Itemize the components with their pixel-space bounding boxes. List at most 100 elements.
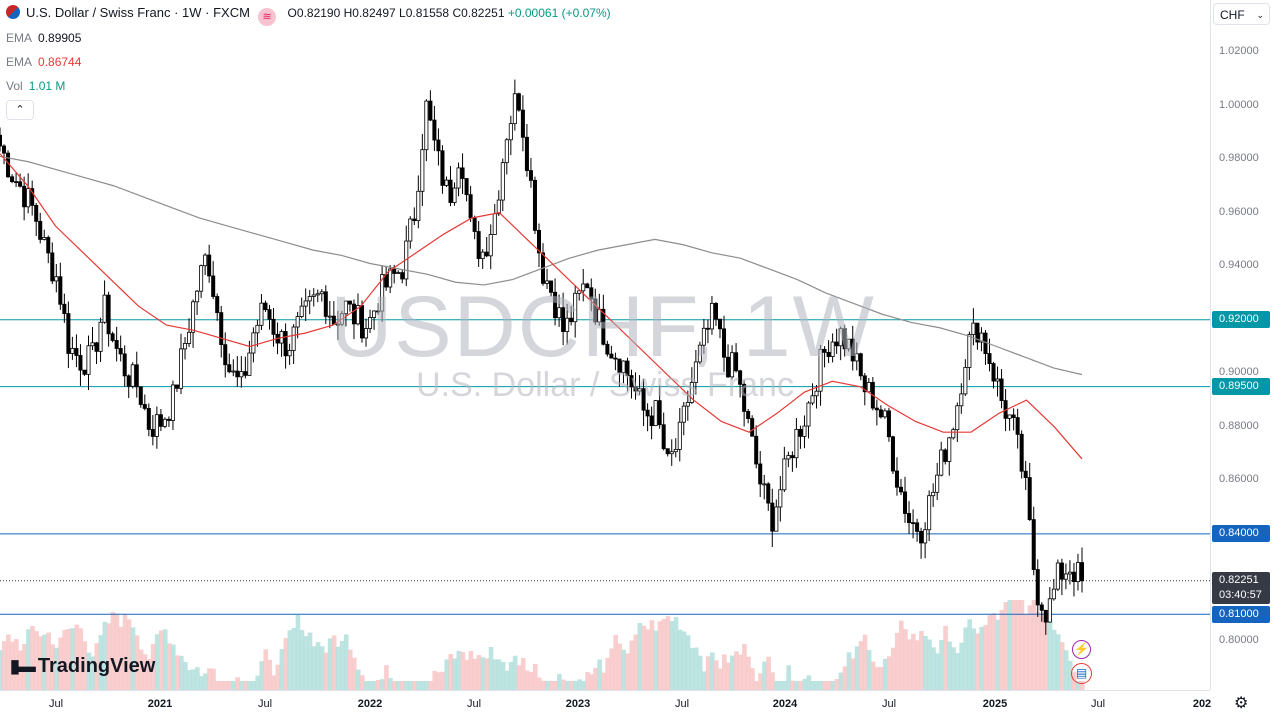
volume-bar (303, 636, 309, 690)
price-tag: 0.89500 (1212, 378, 1270, 396)
volume-bar (138, 649, 144, 690)
volume-bar (878, 667, 884, 690)
volume-bar (408, 681, 413, 690)
volume-bar (621, 649, 627, 690)
candle-up (496, 199, 501, 215)
candle-up (1047, 598, 1052, 623)
volume-bar (810, 681, 816, 690)
candle-up (504, 139, 509, 164)
candle-down (219, 312, 224, 346)
volume-bar (545, 681, 550, 690)
candle-down (605, 343, 610, 355)
volume-bar (46, 632, 51, 690)
candle-up (307, 296, 312, 302)
collapse-legend-button[interactable]: ⌃ (6, 100, 34, 120)
candle-down (460, 167, 465, 179)
volume-bar (130, 627, 136, 690)
us-flag-event-icon[interactable]: ▤ (1071, 663, 1092, 684)
candle-down (22, 185, 27, 208)
candle-down (987, 353, 992, 364)
candle-down (472, 217, 477, 232)
candle-down (890, 436, 895, 472)
candle-up (669, 451, 674, 455)
candle-up (291, 326, 296, 351)
candle-up (500, 162, 505, 201)
currency-select[interactable]: CHF ⌄ (1213, 3, 1270, 25)
price-tag: 0.81000 (1212, 605, 1270, 623)
indicator-ema-short[interactable]: EMA 0.86744 (6, 55, 82, 69)
indicator-ema-long[interactable]: EMA 0.89905 (6, 31, 82, 45)
candle-down (617, 358, 622, 373)
candle-up (231, 370, 236, 373)
volume-bar (6, 634, 11, 690)
candle-down (1059, 562, 1064, 580)
price-axis[interactable]: 1.02000 1.00000 0.98000 0.96000 0.94000 0.920… (1210, 0, 1277, 690)
symbol-legend[interactable]: U.S. Dollar / Swiss Franc · 1W · FXCM ≋ O… (6, 5, 611, 26)
candle-up (689, 382, 694, 403)
volume-bar (894, 632, 900, 690)
candle-down (484, 251, 489, 257)
symbol-title[interactable]: U.S. Dollar / Swiss Franc · 1W · FXCM (26, 5, 250, 20)
candle-down (975, 322, 980, 343)
volume-bar (267, 659, 273, 690)
candle-up (545, 280, 550, 284)
volume-bar (1023, 614, 1029, 690)
settings-gear-icon[interactable]: ⚙ (1234, 695, 1249, 712)
chart-area[interactable]: USDCHF, 1W U.S. Dollar / Swiss Franc U.S… (0, 0, 1210, 690)
volume-bar (90, 656, 96, 690)
volume-bar (331, 635, 337, 690)
candle-up (697, 344, 702, 363)
volume-bar (263, 649, 269, 690)
candle-down (609, 353, 614, 359)
candle-up (774, 506, 779, 532)
volume-bar (400, 681, 405, 690)
price-tick-label: 1.00000 (1219, 98, 1259, 111)
candle-down (392, 268, 397, 274)
time-axis[interactable]: Jul 2021 Jul 2022 Jul 2023 Jul 2024 Jul 2025 Jul 20… (0, 690, 1211, 720)
candle-up (416, 190, 421, 222)
indicator-volume[interactable]: Vol 1.01 M (6, 79, 66, 93)
volume-bar (311, 646, 317, 690)
candle-down (118, 348, 123, 355)
candle-up (130, 364, 135, 387)
volume-bar (705, 656, 711, 690)
volume-bar (372, 681, 377, 690)
volume-bar (923, 635, 928, 690)
candle-up (299, 305, 304, 317)
candle-up (995, 378, 1000, 382)
volume-bar (166, 643, 172, 690)
volume-bar (396, 681, 401, 690)
volume-bar (251, 681, 257, 690)
tradingview-logo[interactable]: ▮▬ TradingView (10, 655, 156, 677)
volume-bar (323, 652, 329, 690)
candle-down (717, 318, 723, 330)
candle-down (770, 502, 775, 532)
volume-bar (339, 640, 345, 690)
candle-up (396, 272, 401, 274)
tv-logo-icon: ▮▬ (10, 656, 36, 676)
countdown-tag: 03:40:57 (1212, 587, 1270, 605)
lightning-icon[interactable]: ⚡ (1072, 640, 1091, 659)
volume-bar (617, 643, 623, 690)
volume-bar (82, 641, 88, 690)
candle-down (126, 375, 131, 387)
volume-bar (609, 648, 615, 690)
volume-bar (496, 659, 502, 690)
volume-bar (351, 657, 357, 690)
price-tag: 0.82251 (1212, 572, 1270, 590)
wave-icon[interactable]: ≋ (257, 8, 276, 26)
volume-bar (368, 681, 373, 690)
candle-down (907, 513, 912, 524)
volume-bar (959, 642, 964, 690)
candle-down (14, 181, 19, 184)
candle-down (826, 351, 831, 357)
volume-bar (94, 643, 100, 690)
volume-bar (524, 670, 530, 690)
volume-bar (392, 681, 397, 690)
volume-bar (315, 642, 321, 690)
candle-down (38, 220, 43, 240)
candle-up (512, 93, 517, 125)
candlestick-chart[interactable] (0, 0, 1210, 690)
price-tick-label: 0.96000 (1219, 205, 1259, 218)
volume-bar (569, 681, 574, 690)
